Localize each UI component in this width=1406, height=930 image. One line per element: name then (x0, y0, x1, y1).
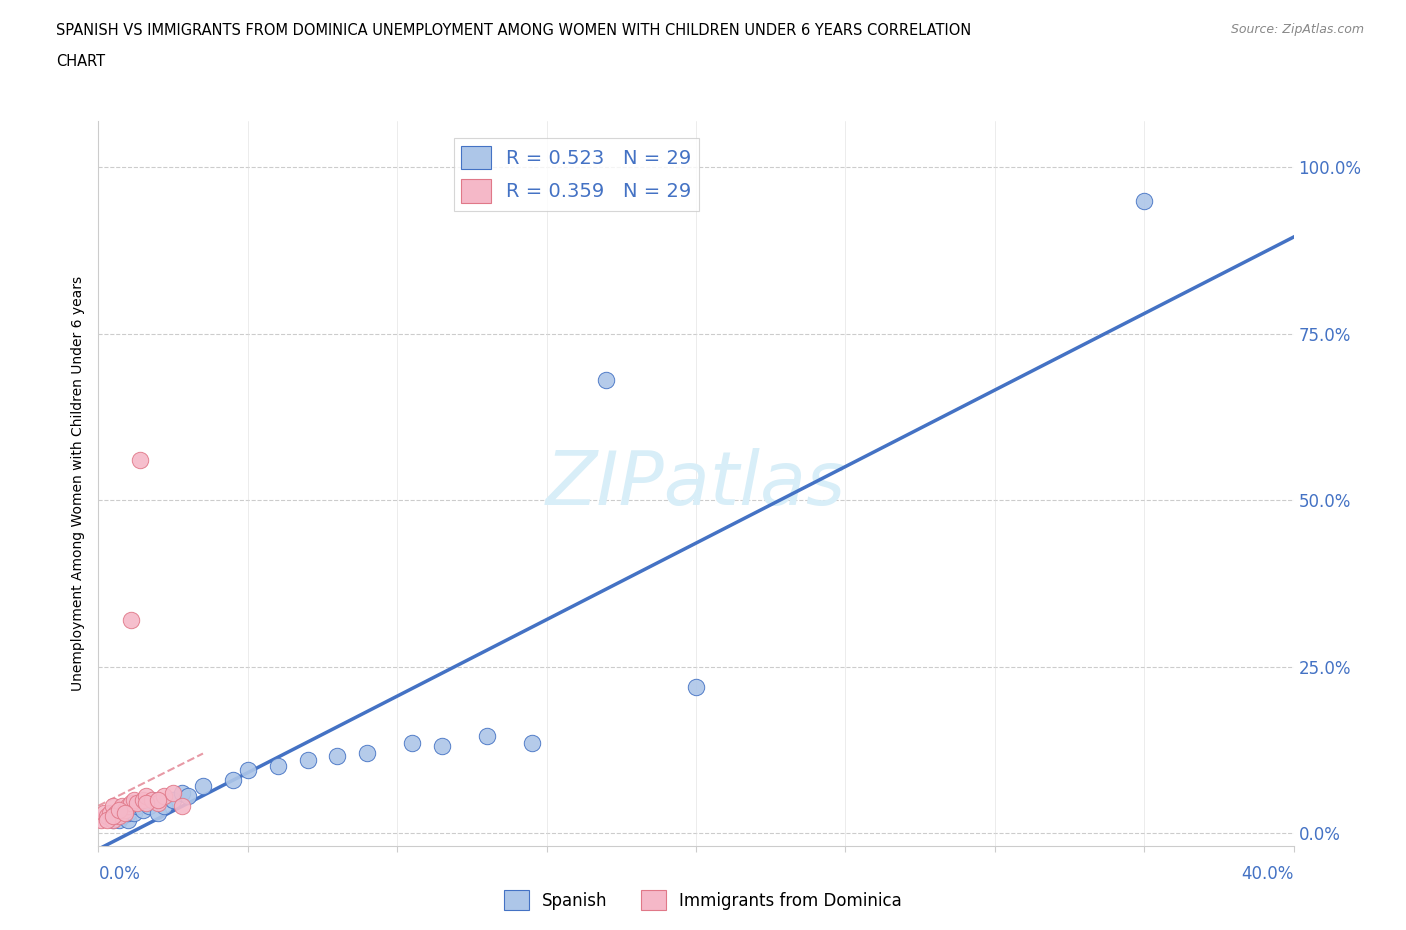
Point (401, 736, 423, 751)
Point (117, 812, 139, 827)
Point (326, 749, 349, 764)
Point (172, 786, 194, 801)
Y-axis label: Unemployment Among Women with Children Under 6 years: Unemployment Among Women with Children U… (72, 276, 86, 691)
Point (267, 759, 290, 774)
Point (105, 805, 128, 820)
Text: Source: ZipAtlas.com: Source: ZipAtlas.com (1230, 23, 1364, 36)
Text: 40.0%: 40.0% (1241, 865, 1294, 883)
Text: SPANISH VS IMMIGRANTS FROM DOMINICA UNEMPLOYMENT AMONG WOMEN WITH CHILDREN UNDER: SPANISH VS IMMIGRANTS FROM DOMINICA UNEM… (56, 23, 972, 38)
Legend: R = 0.523   N = 29, R = 0.359   N = 29: R = 0.523 N = 29, R = 0.359 N = 29 (454, 138, 699, 210)
Point (132, 792, 155, 807)
Point (141, 792, 163, 807)
Point (153, 799, 176, 814)
Point (114, 805, 136, 820)
Point (129, 453, 152, 468)
Point (1133, 193, 1156, 208)
Point (430, 739, 453, 754)
Point (100, 805, 122, 820)
Point (120, 795, 142, 810)
Point (297, 752, 319, 767)
Point (111, 809, 134, 824)
Point (117, 799, 139, 814)
Point (135, 795, 157, 810)
Text: ZIPatlas: ZIPatlas (546, 447, 846, 520)
Point (111, 799, 134, 814)
Point (117, 805, 139, 820)
Point (124, 805, 146, 820)
Point (108, 809, 131, 824)
Point (108, 803, 131, 817)
Legend: Spanish, Immigrants from Dominica: Spanish, Immigrants from Dominica (498, 884, 908, 917)
Point (520, 736, 543, 751)
Point (148, 805, 170, 820)
Point (93, 805, 115, 820)
Point (90, 812, 112, 827)
Point (148, 792, 170, 807)
Point (103, 812, 125, 827)
Text: 0.0%: 0.0% (98, 865, 141, 883)
Point (103, 809, 125, 824)
Point (120, 613, 142, 628)
Point (685, 679, 707, 694)
Point (138, 799, 160, 814)
Point (141, 792, 163, 807)
Text: CHART: CHART (56, 54, 105, 69)
Point (103, 812, 125, 827)
Point (132, 803, 155, 817)
Point (127, 799, 149, 814)
Point (124, 792, 146, 807)
Point (177, 789, 200, 804)
Point (135, 789, 157, 804)
Point (172, 799, 194, 814)
Point (114, 803, 136, 817)
Point (96, 812, 118, 827)
Point (103, 799, 125, 814)
Point (191, 779, 214, 794)
Point (595, 373, 617, 388)
Point (153, 789, 176, 804)
Point (108, 812, 131, 827)
Point (148, 795, 170, 810)
Point (222, 772, 245, 787)
Point (356, 746, 378, 761)
Point (475, 729, 498, 744)
Point (162, 792, 184, 807)
Point (127, 795, 149, 810)
Point (236, 763, 259, 777)
Point (96, 809, 118, 824)
Point (162, 786, 184, 801)
